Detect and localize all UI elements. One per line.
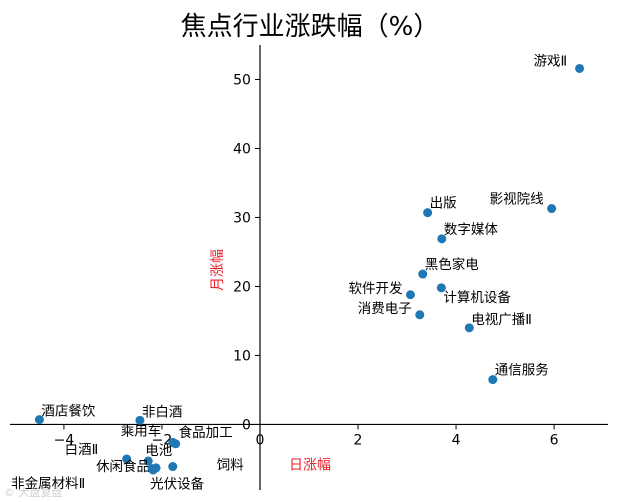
scatter-point bbox=[436, 283, 446, 293]
point-label: 饲料 bbox=[217, 458, 244, 474]
x-tick-label: −4 bbox=[54, 432, 75, 448]
x-tick-label: 2 bbox=[354, 432, 363, 448]
point-label: 黑色家电 bbox=[425, 256, 479, 273]
chart-title: 焦点行业涨跌幅（%） bbox=[180, 12, 440, 42]
point-label: 白酒Ⅱ bbox=[65, 442, 99, 458]
y-axis-label: 月涨幅 bbox=[210, 249, 226, 291]
scatter-point bbox=[122, 454, 132, 464]
point-label: 酒店餐饮 bbox=[41, 404, 95, 420]
scatter-point bbox=[423, 208, 433, 218]
scatter-point bbox=[34, 415, 44, 425]
point-label: 非白酒 bbox=[142, 404, 183, 420]
x-tick-label: 6 bbox=[550, 432, 559, 448]
scatter-point bbox=[418, 269, 428, 279]
scatter-point bbox=[575, 63, 585, 73]
scatter-point bbox=[143, 456, 153, 466]
x-tick-label: 0 bbox=[256, 432, 265, 448]
y-tick-label: 0 bbox=[242, 417, 251, 433]
y-tick-label: 50 bbox=[233, 72, 251, 88]
point-label: 电池 bbox=[145, 443, 172, 459]
point-label: 影视院线 bbox=[490, 192, 544, 208]
scatter-point bbox=[547, 204, 557, 214]
watermark: © 大盘复盘 bbox=[4, 486, 63, 499]
scatter-point bbox=[171, 439, 181, 449]
point-label: 休闲食品 bbox=[96, 458, 150, 475]
scatter-point bbox=[147, 464, 157, 474]
y-tick-label: 40 bbox=[233, 141, 251, 157]
y-tick-label: 30 bbox=[233, 210, 251, 226]
scatter-point bbox=[135, 415, 145, 425]
y-tick-label: 10 bbox=[233, 348, 251, 364]
point-label: 出版 bbox=[430, 196, 457, 212]
scatter-point bbox=[488, 375, 498, 385]
x-axis-label: 日涨幅 bbox=[289, 457, 331, 473]
x-tick-label: 4 bbox=[452, 432, 461, 448]
point-label: 游戏Ⅱ bbox=[534, 53, 568, 69]
scatter-point bbox=[405, 290, 415, 300]
point-label: 计算机设备 bbox=[443, 289, 511, 306]
point-label: 软件开发 bbox=[348, 281, 402, 297]
scatter-point bbox=[464, 323, 474, 333]
point-label: 数字媒体 bbox=[444, 222, 498, 238]
scatter-point bbox=[437, 234, 447, 244]
point-label: 光伏设备 bbox=[150, 476, 204, 493]
point-label: 食品加工 bbox=[179, 424, 233, 441]
x-tick-label: −2 bbox=[152, 432, 173, 448]
scatter-point bbox=[415, 310, 425, 320]
point-label: 通信服务 bbox=[495, 363, 549, 379]
point-label: 消费电子 bbox=[358, 301, 412, 317]
point-label: 乘用车 bbox=[121, 422, 162, 439]
y-tick-label: 20 bbox=[233, 279, 251, 295]
scatter-point bbox=[168, 462, 178, 472]
point-label: 非金属材料Ⅱ bbox=[11, 476, 85, 492]
point-label: 电视广播Ⅱ bbox=[471, 312, 532, 328]
